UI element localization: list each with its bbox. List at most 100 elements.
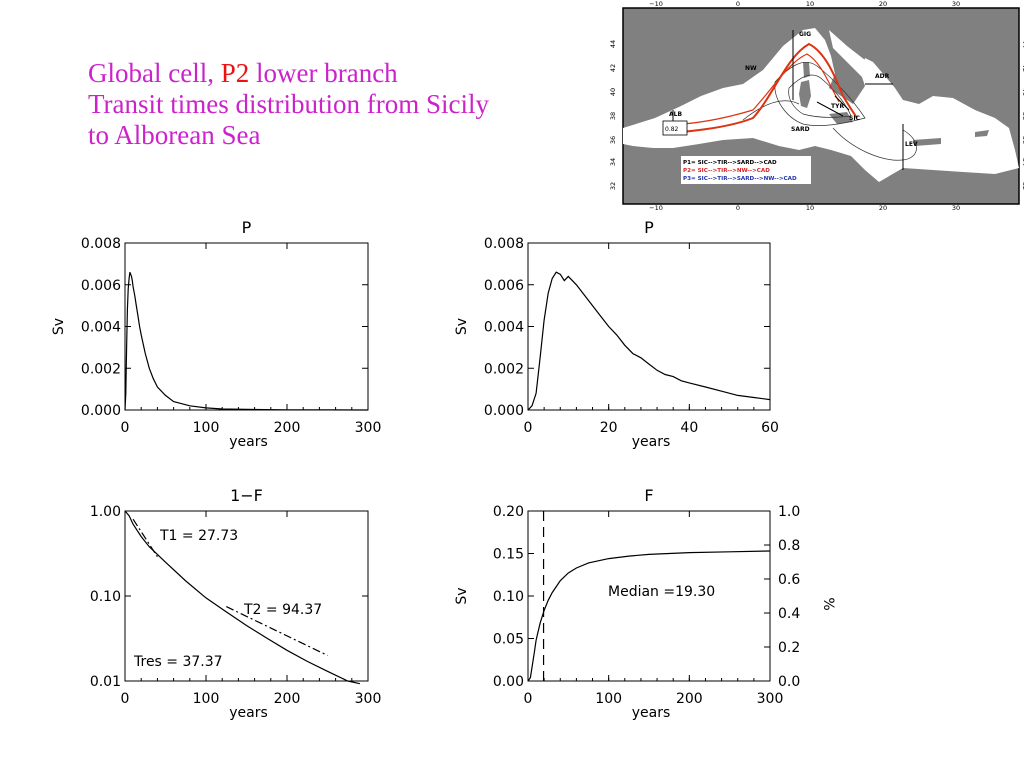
map-xtick-top-3: 20 (879, 0, 887, 8)
map-xtick-bottom-2: 10 (806, 204, 814, 210)
alb-box (662, 120, 688, 136)
y-right-tick-label: 0.2 (778, 640, 800, 656)
alb-value: 0.82 (665, 126, 679, 133)
chart-title: F (644, 486, 653, 505)
y-right-tick-label: 0.4 (778, 606, 800, 622)
y-tick-label: 0.000 (484, 403, 524, 419)
map-place-labels: GIG NW ADR ALB SARD SIC LEV TYR (669, 31, 918, 148)
x-axis-label: years (229, 705, 268, 721)
label-sic: SIC (849, 115, 861, 122)
island-sicily (829, 112, 853, 124)
map-legend-p1: P1= SIC-->TIR-->SARD-->CAD (683, 160, 777, 166)
y-tick-label: 0.10 (493, 589, 524, 605)
x-tick-label: 100 (595, 691, 622, 707)
island-crete (913, 138, 941, 146)
map-ytick-6: 32 (609, 182, 617, 190)
mediterranean-map: 0.82 GIG NW ADR ALB SARD SIC LEV TYR P1=… (603, 0, 1024, 210)
x-tick-label: 0 (121, 420, 130, 436)
series-line-3 (226, 606, 328, 656)
y-right-tick-label: 0.8 (778, 538, 800, 554)
chart-1: P 0 100 200 300 0.000 0.002 0.004 0.006 0.008 year… (51, 218, 381, 450)
y-right-axis-label: % (820, 597, 836, 610)
title-prefix: Global cell, (88, 58, 221, 88)
chart-4: F 0 100 200 300 0.00 0.05 0.10 0.15 0.20 0.0 0.2 0.4… (454, 486, 836, 721)
chart-title: 1−F (230, 486, 263, 505)
y-axis-label: Sv (454, 587, 470, 604)
chart-3-annotations: T1 = 27.73 T2 = 94.37 Tres = 37.37 (133, 528, 322, 670)
x-axis-label: years (229, 434, 268, 450)
x-tick-label: 200 (274, 420, 301, 436)
map-xtick-bottom-1: 0 (736, 204, 740, 210)
map-ytick-2: 40 (609, 88, 617, 96)
title-cell-name: P2 (220, 58, 250, 88)
chart-frame (527, 242, 771, 411)
p2-path-inner (682, 53, 840, 125)
map-xtick-bottom-4: 30 (952, 204, 960, 210)
map-ytick-right-0: 44 (1021, 40, 1024, 48)
y-right-tick-label: 0.6 (778, 572, 800, 588)
map-ytick-right-5: 34 (1021, 158, 1024, 166)
map-ytick-3: 38 (609, 112, 617, 120)
y-tick-label: 0.15 (493, 547, 524, 563)
y-tick-label: 0.008 (81, 236, 121, 252)
series-line-1 (124, 510, 361, 685)
y-tick-label: 0.01 (90, 674, 121, 690)
y-tick-label: 0.10 (90, 589, 121, 605)
x-tick-label: 0 (524, 420, 533, 436)
y-tick-label: 0.05 (493, 632, 524, 648)
annotation-t1: T1 = 27.73 (159, 528, 238, 544)
x-tick-label: 300 (757, 691, 784, 707)
y-tick-label: 0.004 (484, 320, 524, 336)
y-axis-label: Sv (51, 318, 67, 335)
x-tick-label: 20 (600, 420, 618, 436)
title-line-2: Transit times distribution from Sicily (88, 89, 490, 119)
p2-path-outer (680, 42, 858, 133)
x-tick-label: 0 (524, 691, 533, 707)
map-legend-p3: P3= SIC-->TIR-->SARD-->NW-->CAD (683, 176, 797, 182)
x-axis-label: years (632, 434, 671, 450)
map-legend-box (681, 156, 811, 184)
map-ytick-4: 36 (609, 136, 617, 144)
map-xtick-top-1: 0 (736, 0, 740, 8)
island-cyprus (975, 130, 989, 137)
chart-2: P 0 20 40 60 0.000 0.002 0.004 0.006 0.008 years Sv (454, 218, 779, 450)
map-xtick-top-4: 30 (952, 0, 960, 8)
x-tick-label: 100 (193, 420, 220, 436)
annotation-tres: Tres = 37.37 (133, 654, 223, 670)
title-suffix: lower branch (249, 58, 398, 88)
slide-title: Global cell, P2 lower branch Transit tim… (88, 58, 608, 151)
x-tick-label: 200 (274, 691, 301, 707)
title-line-3: to Alborean Sea (88, 120, 261, 150)
map-ytick-1: 42 (609, 64, 617, 72)
y-right-tick-label: 0.0 (778, 674, 800, 690)
map-ytick-right-4: 36 (1021, 136, 1024, 144)
x-tick-label: 60 (761, 420, 779, 436)
map-ytick-right-2: 40 (1021, 88, 1024, 96)
map-ytick-right-3: 38 (1021, 112, 1024, 120)
x-tick-label: 40 (680, 420, 698, 436)
y-tick-label: 0.002 (484, 361, 524, 377)
chart-4-annotations: Median =19.30 (608, 584, 715, 600)
series-line-2 (132, 518, 158, 558)
island-sardinia (799, 80, 811, 108)
y-tick-label: 0.006 (484, 278, 524, 294)
label-lev: LEV (905, 141, 918, 148)
map-ytick-right-1: 42 (1021, 64, 1024, 72)
annotation-t2: T2 = 94.37 (243, 602, 322, 618)
y-tick-label: 0.002 (81, 361, 121, 377)
x-tick-label: 200 (676, 691, 703, 707)
x-tick-label: 300 (355, 691, 382, 707)
y-tick-label: 0.006 (81, 278, 121, 294)
label-adr: ADR (875, 73, 890, 80)
series-line-1 (527, 550, 771, 682)
map-xtick-bottom-3: 20 (879, 204, 887, 210)
chart-title: P (242, 218, 252, 237)
x-tick-label: 100 (193, 691, 220, 707)
series-line-1 (527, 271, 771, 411)
island-corsica (803, 62, 810, 78)
label-sard: SARD (791, 126, 810, 133)
chart-3: 1−F 0 100 200 300 1.00 0.10 0.01 years (90, 486, 382, 721)
map-ytick-5: 34 (609, 158, 617, 166)
y-tick-label: 0.004 (81, 320, 121, 336)
y-tick-label: 0.00 (493, 674, 524, 690)
